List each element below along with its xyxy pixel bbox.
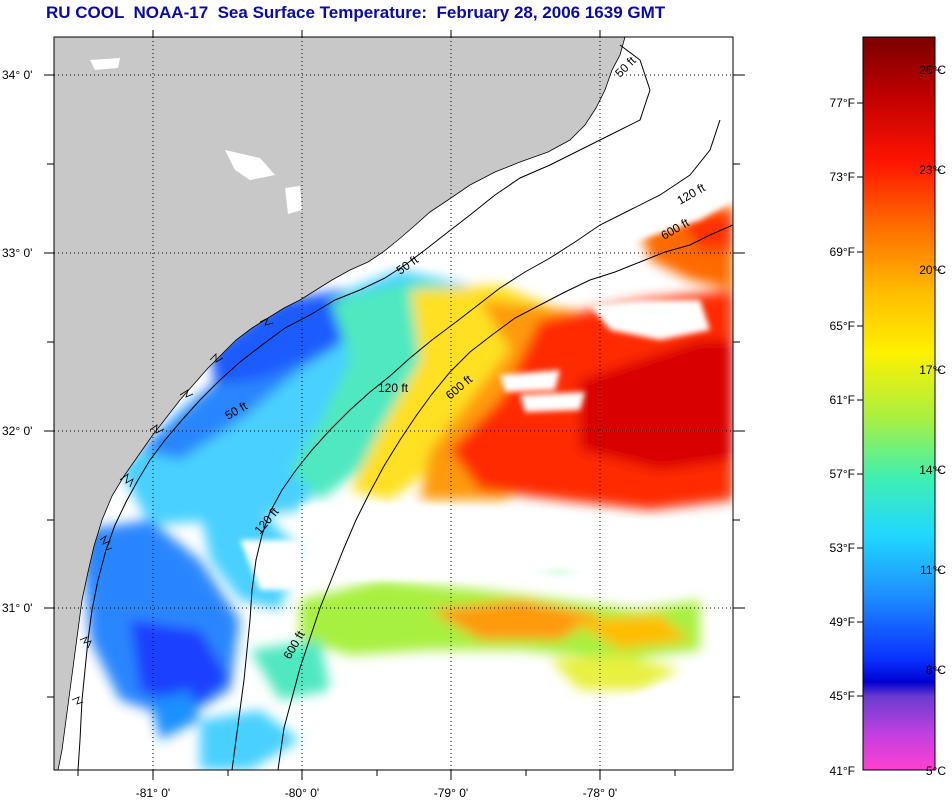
scale-f-label: 57°F: [830, 467, 855, 481]
lon-label: -80° 0': [285, 786, 319, 800]
celsius-labels: 26°C 23°C 20°C 17°C 14°C 11°C 8°C 5°C: [919, 63, 946, 778]
scale-f-label: 61°F: [830, 393, 855, 407]
scale-c-label: 17°C: [919, 363, 946, 377]
scale-f-label: 77°F: [830, 96, 855, 110]
svg-text:120 ft: 120 ft: [378, 381, 409, 395]
scale-c-label: 8°C: [926, 663, 946, 677]
longitude-labels: -81° 0' -80° 0' -79° 0' -78° 0': [136, 786, 617, 800]
scale-f-label: 53°F: [830, 541, 855, 555]
scale-f-label: 69°F: [830, 245, 855, 259]
scale-c-label: 5°C: [926, 764, 946, 778]
fahrenheit-labels: 77°F 73°F 69°F 65°F 61°F 57°F 53°F 49°F …: [830, 96, 855, 778]
lon-label: -79° 0': [434, 786, 468, 800]
scale-c-label: 14°C: [919, 463, 946, 477]
lat-label: 34° 0': [2, 68, 32, 82]
axis-ticks: [44, 30, 745, 780]
scale-c-label: 23°C: [919, 163, 946, 177]
lat-label: 32° 0': [2, 424, 32, 438]
scale-f-label: 49°F: [830, 615, 855, 629]
scale-c-label: 26°C: [919, 63, 946, 77]
scale-f-label: 65°F: [830, 319, 855, 333]
color-scale: 77°F 73°F 69°F 65°F 61°F 57°F 53°F 49°F …: [830, 36, 946, 778]
lat-label: 31° 0': [2, 601, 32, 615]
scale-c-label: 11°C: [920, 563, 946, 577]
scale-c-label: 20°C: [919, 263, 946, 277]
land-cloud-patches: [90, 58, 662, 214]
lon-label: -78° 0': [583, 786, 617, 800]
lon-label: -81° 0': [136, 786, 170, 800]
scale-f-label: 45°F: [830, 689, 855, 703]
sst-data-layer: [80, 37, 733, 770]
scale-f-label: 41°F: [830, 764, 855, 778]
scale-f-label: 73°F: [830, 170, 855, 184]
lat-label: 33° 0': [2, 246, 32, 260]
color-scale-bar: [863, 37, 935, 770]
map-title: RU COOL NOAA-17 Sea Surface Temperature:…: [46, 3, 666, 22]
map-frame: [53, 36, 734, 771]
latitude-labels: 34° 0' 33° 0' 32° 0' 31° 0': [2, 68, 32, 615]
